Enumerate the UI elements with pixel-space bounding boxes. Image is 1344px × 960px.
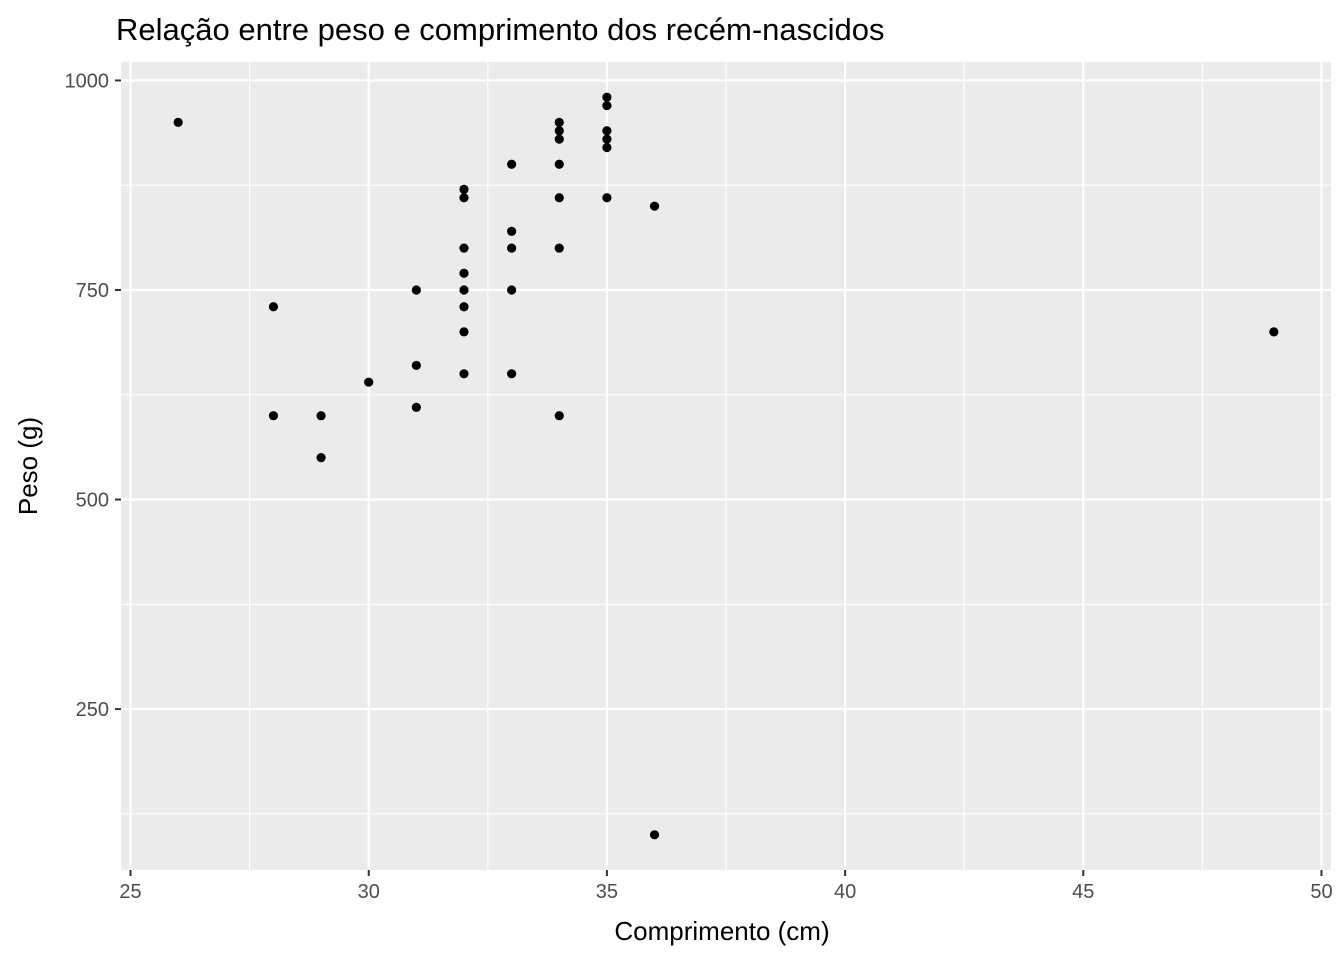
chart-title: Relação entre peso e comprimento dos rec… [116,12,885,47]
data-point [268,302,279,312]
data-point [507,243,517,253]
data-point [459,268,469,278]
data-point [602,134,612,144]
data-point [507,285,517,295]
data-point [459,285,469,295]
data-point [554,193,564,203]
data-point [602,142,612,153]
data-point [1269,327,1279,337]
data-point [411,285,421,295]
y-tick-label: 750 [76,280,109,302]
y-axis-title: Peso (g) [13,417,43,515]
x-tick-label: 30 [358,881,380,903]
data-point [364,377,374,387]
data-point [602,92,612,102]
data-point [554,411,564,421]
data-point [507,369,517,379]
data-point [459,327,469,337]
x-tick-label: 35 [596,881,618,903]
data-point [649,201,660,211]
data-point [459,243,469,253]
y-tick-label: 250 [76,699,109,721]
data-points [173,92,1279,840]
data-point [554,134,564,144]
data-point [316,453,326,463]
data-point [268,411,279,421]
data-point [459,184,469,195]
x-tick-label: 50 [1310,881,1332,903]
data-point [507,159,517,169]
data-point [459,193,469,203]
data-point [602,193,612,203]
y-tick-label: 1000 [65,70,110,92]
data-point [459,369,469,379]
data-point [411,360,421,371]
x-tick-label: 25 [119,881,141,903]
data-point [507,226,517,236]
major-gridlines [121,62,1331,870]
x-axis-title: Comprimento (cm) [614,916,829,946]
data-point [554,159,564,169]
y-axis: 250 500 750 1000 [65,70,121,721]
y-tick-label: 500 [76,490,109,512]
data-point [459,302,469,312]
data-point [173,117,183,127]
data-point [602,126,612,136]
data-point [602,100,612,111]
x-axis: 25 30 35 40 45 50 [119,870,1333,903]
data-point [649,830,660,840]
data-point [554,243,564,253]
data-point [554,126,564,136]
x-tick-label: 45 [1072,881,1094,903]
minor-gridlines [121,62,1331,870]
data-point [411,402,421,412]
x-tick-label: 40 [834,881,856,903]
data-point [554,117,564,127]
data-point [316,411,326,421]
